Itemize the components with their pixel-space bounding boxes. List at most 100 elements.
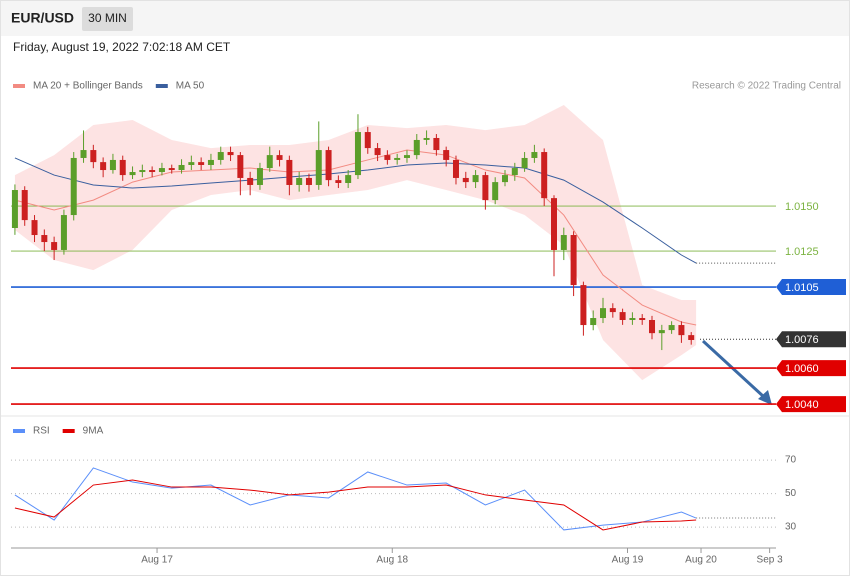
candle-body xyxy=(403,155,410,158)
candle-body xyxy=(619,312,626,321)
level-label-box xyxy=(776,279,846,296)
candle-body xyxy=(443,150,450,160)
symbol: EUR/USD xyxy=(11,10,74,26)
x-tick-label: Sep 3 xyxy=(757,555,784,566)
candle-body xyxy=(90,150,97,163)
candle-body xyxy=(139,170,146,173)
candle-body xyxy=(560,235,567,250)
candle-body xyxy=(237,155,244,178)
candle-body xyxy=(60,215,67,250)
candle-body xyxy=(227,152,234,156)
candle-body xyxy=(80,150,87,158)
candle-body xyxy=(256,168,263,185)
candle-body xyxy=(550,198,557,250)
forecast-arrow xyxy=(701,339,766,399)
legend-swatch xyxy=(155,84,168,88)
candle-body xyxy=(511,168,518,176)
candle-body xyxy=(41,235,48,243)
candle-body xyxy=(374,148,381,156)
candle-body xyxy=(629,318,636,321)
candle-body xyxy=(609,308,616,313)
candle-body xyxy=(658,330,665,334)
y-tick-label: 70 xyxy=(785,455,797,466)
interval-label[interactable]: 30 MIN xyxy=(88,11,127,25)
legend-label: 9MA xyxy=(83,426,104,437)
candle-body xyxy=(335,180,342,183)
candle-body xyxy=(649,320,656,334)
candle-body xyxy=(286,159,293,185)
legend-swatch xyxy=(13,84,25,88)
candle-body xyxy=(217,152,224,160)
candle-body xyxy=(276,155,283,160)
candle-body xyxy=(168,168,175,171)
candle-body xyxy=(452,159,459,178)
candle-body xyxy=(413,139,420,156)
candle-body xyxy=(364,132,371,149)
candle-body xyxy=(296,177,303,185)
candle-body xyxy=(384,155,391,160)
candle-body xyxy=(119,159,126,176)
candle-body xyxy=(600,308,607,319)
candle-body xyxy=(100,162,107,171)
x-tick-label: Aug 18 xyxy=(376,555,408,566)
candle-body xyxy=(668,325,675,331)
candle-body xyxy=(580,285,587,326)
moving-average xyxy=(14,149,697,326)
candle-body xyxy=(11,190,18,229)
level-label-box xyxy=(776,396,846,413)
y-tick-label: 30 xyxy=(785,522,797,533)
x-tick-label: Aug 17 xyxy=(141,555,173,566)
candle-body xyxy=(178,164,185,171)
candle-body xyxy=(158,168,165,173)
rsi-line xyxy=(14,467,697,531)
credit: Research © 2022 Trading Central xyxy=(692,81,841,92)
candle-body xyxy=(423,137,430,140)
date-label: Friday, August 19, 2022 7:02:18 AM CET xyxy=(13,40,231,54)
candle-body xyxy=(109,159,116,171)
candle-body xyxy=(345,175,352,183)
legend-swatch xyxy=(13,429,25,433)
candle-body xyxy=(266,155,273,169)
level-label-box xyxy=(776,360,846,377)
candle-body xyxy=(325,150,332,181)
x-tick-label: Aug 19 xyxy=(612,555,644,566)
candle-body xyxy=(129,172,136,176)
candle-body xyxy=(51,242,58,250)
candle-body xyxy=(31,220,38,236)
candle-body xyxy=(305,177,312,185)
candle-body xyxy=(531,152,538,158)
candle-body xyxy=(688,335,695,340)
bollinger-band xyxy=(14,105,697,381)
level-label: 1.0150 xyxy=(785,201,819,213)
candle-body xyxy=(639,318,646,321)
candle-body xyxy=(492,182,499,201)
level-label: 1.0040 xyxy=(785,399,819,411)
level-label: 1.0105 xyxy=(785,282,819,294)
rsi-line xyxy=(14,479,697,531)
candle-body xyxy=(149,170,156,173)
candle-body xyxy=(541,152,548,199)
candle-body xyxy=(521,157,528,169)
candle-body xyxy=(501,175,508,183)
legend-swatch xyxy=(62,429,75,433)
legend-label: RSI xyxy=(33,426,50,437)
moving-average xyxy=(14,157,697,264)
forecast-arrowhead xyxy=(758,390,772,405)
candle-body xyxy=(21,190,28,221)
candle-body xyxy=(590,318,597,326)
candle-body xyxy=(354,132,361,176)
candle-body xyxy=(462,177,469,183)
candle-body xyxy=(482,175,489,201)
candle-body xyxy=(394,157,401,160)
legend-label: MA 20 + Bollinger Bands xyxy=(33,81,143,92)
candle-body xyxy=(70,157,77,216)
x-tick-label: Aug 20 xyxy=(685,555,717,566)
header-bar xyxy=(1,1,849,36)
interval-button[interactable] xyxy=(82,7,133,31)
candle-body xyxy=(570,235,577,286)
candle-body xyxy=(472,175,479,183)
y-tick-label: 50 xyxy=(785,488,797,499)
level-label: 1.0076 xyxy=(785,334,819,346)
candle-body xyxy=(207,159,214,165)
